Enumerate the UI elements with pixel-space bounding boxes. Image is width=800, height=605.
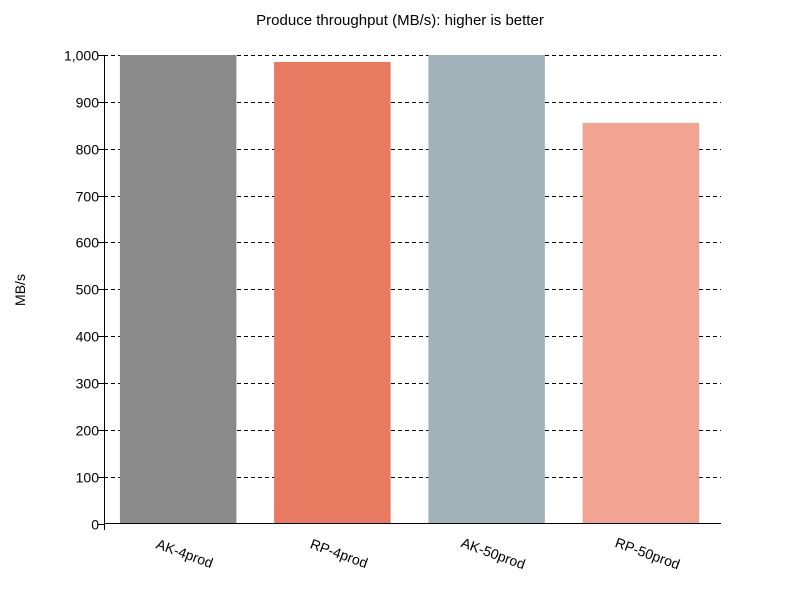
bars bbox=[119, 55, 700, 524]
x-tick-label: RP-4prod bbox=[308, 536, 370, 572]
x-tick-label: RP-50prod bbox=[613, 534, 682, 572]
bar bbox=[119, 55, 237, 524]
y-tick-label: 700 bbox=[76, 189, 100, 205]
y-tick-labels: 0 100 200 300 400 500 600 700 800 900 1,000 bbox=[64, 48, 99, 533]
chart-title: Produce throughput (MB/s): higher is bet… bbox=[256, 12, 544, 29]
axes bbox=[104, 55, 721, 530]
y-axis-label: MB/s bbox=[12, 274, 28, 306]
y-tick-label: 300 bbox=[76, 376, 100, 392]
x-tick-labels: AK-4prod RP-4prod AK-50prod RP-50prod bbox=[154, 534, 682, 572]
y-tick-label: 1,000 bbox=[64, 48, 99, 64]
y-tick-label: 400 bbox=[76, 329, 100, 345]
y-tick-label: 900 bbox=[76, 95, 100, 111]
bar bbox=[582, 122, 700, 524]
x-tick-label: AK-4prod bbox=[154, 536, 215, 571]
y-tick-label: 800 bbox=[76, 142, 100, 158]
bar bbox=[428, 55, 545, 524]
y-tick-label: 600 bbox=[76, 235, 100, 251]
y-tick-label: 200 bbox=[76, 423, 100, 439]
x-tick-label: AK-50prod bbox=[459, 534, 527, 572]
y-tick-label: 0 bbox=[91, 517, 99, 533]
y-tick-label: 500 bbox=[76, 282, 100, 298]
bar bbox=[274, 62, 391, 524]
y-tick-label: 100 bbox=[76, 470, 100, 486]
